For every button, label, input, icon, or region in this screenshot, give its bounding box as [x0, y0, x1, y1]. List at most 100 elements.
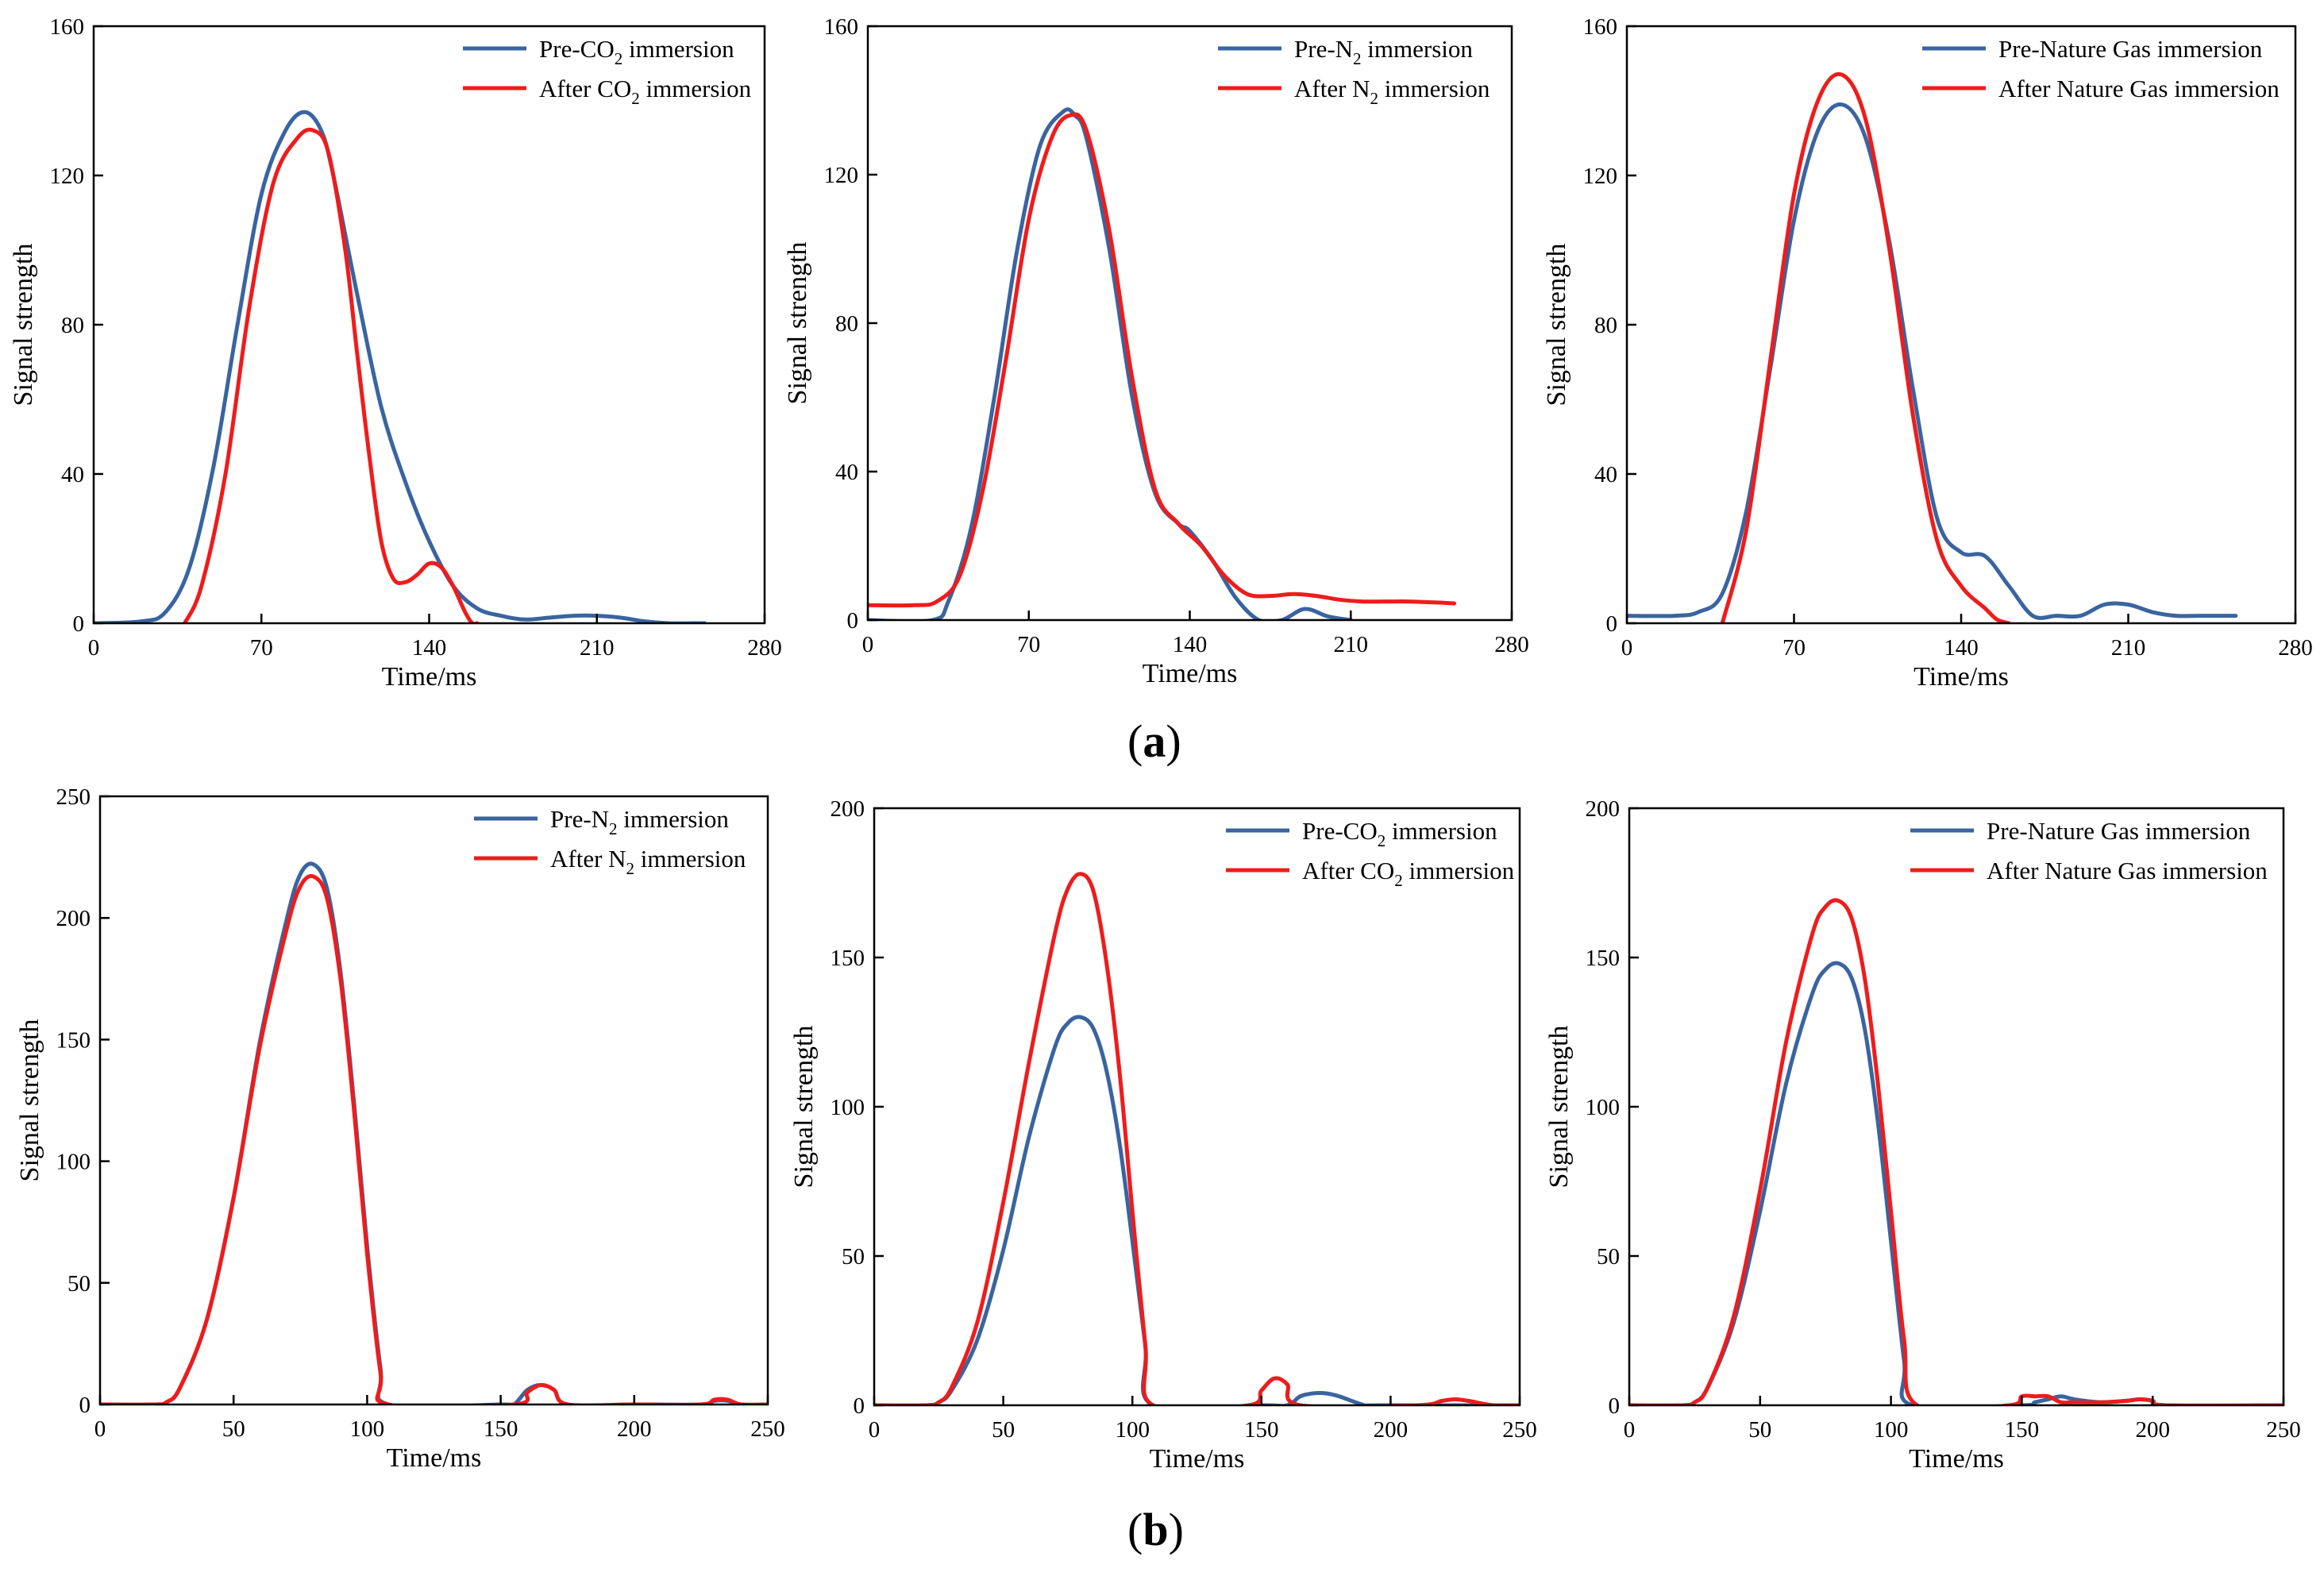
series-line-after: [1629, 898, 2284, 1405]
y-tick-label: 200: [831, 796, 865, 822]
x-tick-label: 150: [1244, 1417, 1279, 1443]
y-tick-label: 40: [61, 462, 84, 487]
y-tick-label: 0: [854, 1393, 865, 1419]
legend-label-after: After Nature Gas immersion: [1987, 857, 2268, 884]
panel-label-a: (a): [1127, 715, 1181, 767]
panel-label-b: (b): [1127, 1504, 1184, 1555]
series-line-pre: [868, 107, 1353, 620]
x-axis-label: Time/ms: [1150, 1444, 1245, 1474]
legend-label-after: After Nature Gas immersion: [1998, 75, 2280, 102]
x-tick-label: 140: [1173, 632, 1208, 657]
y-tick-label: 250: [56, 784, 91, 810]
x-tick-label: 50: [1748, 1417, 1771, 1443]
y-tick-label: 150: [1586, 946, 1621, 971]
legend-label-pre: Pre-CO2 immersion: [539, 35, 734, 68]
x-tick-label: 210: [580, 635, 615, 661]
y-tick-label: 0: [847, 608, 859, 634]
series-line-pre: [1627, 102, 2238, 620]
x-tick-label: 100: [350, 1416, 385, 1442]
y-tick-label: 100: [56, 1150, 91, 1175]
y-axis-label: Signal strength: [1544, 1026, 1574, 1189]
x-axis-label: Time/ms: [1909, 1444, 2004, 1474]
legend-label-pre: Pre-Nature Gas immersion: [1998, 35, 2263, 63]
series-line-after: [100, 873, 768, 1404]
x-tick-label: 0: [1621, 635, 1633, 661]
y-tick-label: 100: [831, 1095, 865, 1120]
legend-label-pre: Pre-N2 immersion: [550, 805, 729, 838]
plot-frame: [92, 25, 766, 625]
y-axis-label: Signal strength: [783, 242, 812, 405]
x-tick-label: 280: [1494, 632, 1529, 657]
legend-label-pre: Pre-CO2 immersion: [1302, 817, 1497, 850]
x-tick-label: 280: [747, 635, 782, 661]
y-tick-label: 50: [67, 1271, 91, 1297]
plot-frame: [98, 795, 769, 1406]
x-tick-label: 210: [1334, 632, 1369, 657]
y-tick-label: 100: [1586, 1095, 1621, 1120]
chart-a2: 0 70 140 210 280 0 40 80 120 160 Time/ms Signal str…: [783, 14, 1529, 688]
x-tick-label: 150: [2005, 1417, 2040, 1443]
y-tick-label: 160: [1583, 14, 1618, 40]
y-tick-label: 150: [831, 946, 865, 971]
y-tick-label: 120: [824, 163, 859, 188]
series-line-pre: [100, 861, 768, 1404]
x-tick-label: 150: [484, 1416, 518, 1442]
legend-label-pre: Pre-Nature Gas immersion: [1987, 817, 2251, 845]
y-tick-label: 40: [1594, 462, 1617, 487]
x-tick-label: 50: [222, 1416, 245, 1442]
x-tick-label: 100: [1874, 1417, 1909, 1443]
y-tick-label: 120: [50, 164, 85, 189]
y-tick-label: 160: [50, 14, 85, 40]
x-tick-label: 200: [617, 1416, 652, 1442]
x-tick-label: 250: [750, 1416, 785, 1442]
chart-b2: 0 50 100 150 200 250 0 50 100 150 200 Time/ms Signal…: [789, 796, 1537, 1474]
y-tick-label: 40: [835, 460, 858, 485]
x-tick-label: 0: [88, 635, 100, 661]
y-tick-label: 0: [1609, 1393, 1621, 1419]
y-tick-label: 200: [56, 906, 91, 931]
x-axis-label: Time/ms: [387, 1443, 482, 1473]
x-tick-label: 200: [2135, 1417, 2170, 1443]
x-tick-label: 70: [1783, 635, 1806, 661]
legend-label-pre: Pre-N2 immersion: [1294, 35, 1473, 68]
y-tick-label: 200: [1586, 796, 1621, 822]
y-tick-label: 80: [61, 313, 84, 338]
x-tick-label: 100: [1115, 1417, 1150, 1443]
legend-label-after: After CO2 immersion: [1302, 857, 1515, 890]
chart-a1: 0 70 140 210 280 0 40 80 120 160 Time/ms Signal str…: [9, 14, 782, 692]
x-tick-label: 140: [1944, 635, 1979, 661]
series-line-after: [868, 112, 1457, 608]
x-tick-label: 250: [2266, 1417, 2301, 1443]
x-tick-label: 210: [2111, 635, 2146, 661]
legend-label-after: After N2 immersion: [1294, 75, 1490, 108]
y-tick-label: 120: [1583, 164, 1618, 189]
y-axis-label: Signal strength: [15, 1019, 44, 1182]
x-tick-label: 50: [992, 1417, 1015, 1443]
y-tick-label: 0: [73, 611, 85, 637]
y-tick-label: 150: [56, 1027, 91, 1053]
series-line-after: [874, 872, 1520, 1405]
x-tick-label: 0: [862, 632, 874, 657]
y-tick-label: 50: [1597, 1244, 1620, 1270]
plot-frame: [1625, 25, 2297, 625]
legend-label-after: After CO2 immersion: [539, 75, 752, 108]
x-tick-label: 0: [869, 1417, 881, 1443]
x-tick-label: 0: [1624, 1417, 1636, 1443]
x-tick-label: 70: [1017, 632, 1040, 657]
chart-b1: 0 50 100 150 200 250 0 50 100 150 200 250 Time/ms Sig…: [15, 784, 785, 1473]
series-line-pre: [874, 1015, 1520, 1405]
legend-label-after: After N2 immersion: [550, 845, 746, 878]
x-axis-label: Time/ms: [1143, 659, 1238, 688]
plot-frame: [873, 807, 1521, 1407]
series-line-after: [183, 127, 480, 623]
y-tick-label: 80: [835, 311, 858, 337]
x-tick-label: 140: [412, 635, 447, 661]
y-axis-label: Signal strength: [789, 1026, 819, 1189]
y-axis-label: Signal strength: [9, 244, 38, 406]
y-tick-label: 0: [1606, 611, 1618, 637]
y-tick-label: 0: [79, 1393, 91, 1418]
y-tick-label: 50: [842, 1244, 865, 1270]
x-tick-label: 70: [250, 635, 273, 661]
series-line-pre: [94, 110, 707, 623]
